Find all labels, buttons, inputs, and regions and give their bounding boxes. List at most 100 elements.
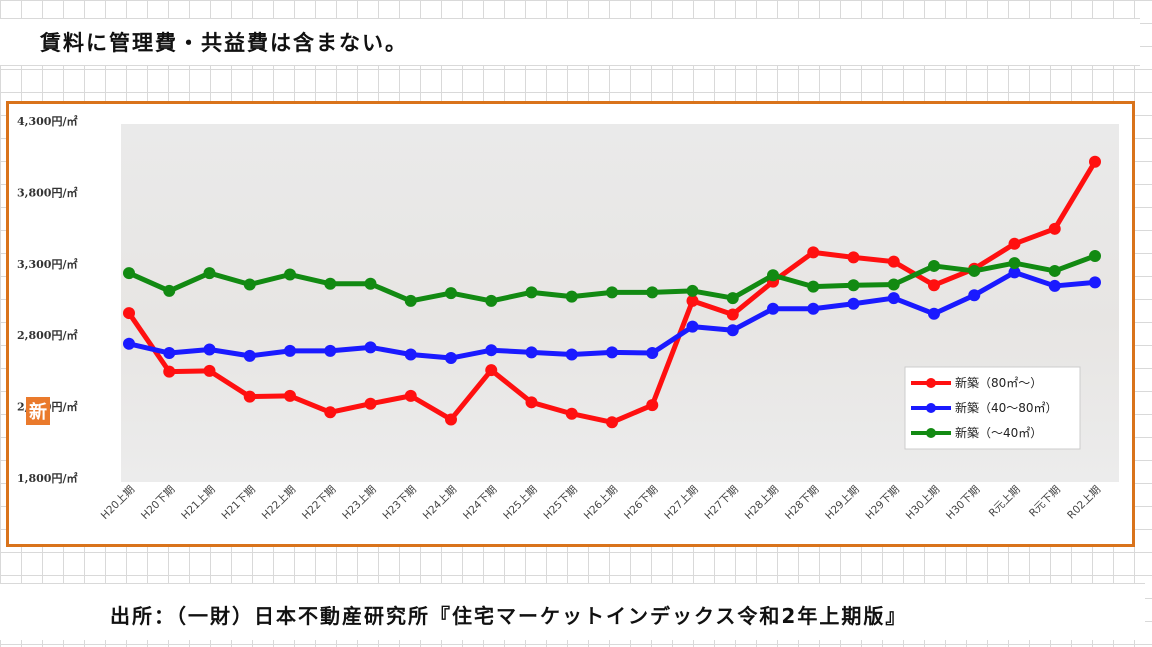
- x-tick-label: H22上期: [260, 484, 298, 522]
- data-point: [847, 297, 860, 310]
- chart-frame: 1,800円/㎡2,300円/㎡2,800円/㎡3,300円/㎡3,800円/㎡…: [6, 101, 1135, 547]
- data-point: [324, 344, 337, 357]
- data-point: [1048, 264, 1061, 277]
- y-tick-label: 2,800円/㎡: [17, 328, 77, 342]
- x-tick-label: H23上期: [340, 484, 378, 522]
- x-tick-label: H26上期: [582, 484, 620, 522]
- data-point: [203, 267, 216, 280]
- data-point: [123, 337, 135, 350]
- data-point: [1048, 279, 1061, 292]
- x-tick-label: H29下期: [863, 484, 901, 522]
- data-point: [807, 246, 820, 259]
- data-point: [404, 294, 417, 307]
- y-tick-label: 3,800円/㎡: [17, 185, 77, 199]
- data-point: [767, 302, 779, 315]
- data-point: [847, 251, 860, 264]
- data-point: [404, 348, 417, 361]
- data-point: [364, 277, 377, 290]
- legend-label: 新築（～40㎡）: [955, 425, 1042, 440]
- data-point: [163, 365, 176, 378]
- x-tick-label: H20下期: [139, 484, 177, 522]
- x-tick-label: H20上期: [99, 484, 137, 522]
- x-tick-label: R02上期: [1065, 484, 1103, 522]
- x-tick-label: H21上期: [179, 484, 217, 522]
- x-tick-label: H22下期: [300, 484, 338, 522]
- data-point: [1008, 237, 1021, 250]
- data-point: [686, 320, 699, 333]
- data-point: [1089, 155, 1101, 168]
- data-point: [726, 324, 739, 337]
- legend-label: 新築（80㎡～）: [955, 375, 1042, 390]
- source-text: 出所：（一財）日本不動産研究所『住宅マーケットインデックス令和2年上期版』: [110, 604, 908, 628]
- data-point: [887, 278, 900, 291]
- data-point: [324, 277, 337, 290]
- data-point: [606, 346, 618, 359]
- data-point: [646, 347, 659, 360]
- note-text: 賃料に管理費・共益費は含まない。: [40, 31, 408, 55]
- data-point: [203, 343, 216, 356]
- x-tick-label: H26下期: [622, 484, 660, 522]
- data-point: [243, 390, 256, 403]
- data-point: [968, 289, 981, 302]
- data-point: [606, 286, 618, 299]
- data-point: [928, 279, 940, 292]
- x-tick-label: R元下期: [1027, 484, 1063, 520]
- data-point: [123, 307, 135, 320]
- legend-marker: [926, 403, 936, 413]
- data-point: [565, 348, 578, 361]
- note-banner: 賃料に管理費・共益費は含まない。: [0, 18, 1140, 66]
- data-point: [485, 364, 498, 377]
- data-point: [606, 416, 618, 429]
- data-point: [1008, 257, 1021, 270]
- data-point: [123, 267, 135, 280]
- data-point: [364, 397, 377, 410]
- x-tick-label: H30下期: [944, 484, 982, 522]
- data-point: [445, 287, 457, 300]
- data-point: [646, 286, 659, 299]
- x-tick-label: H27上期: [662, 484, 700, 522]
- x-tick-label: H25下期: [541, 484, 579, 522]
- series-line: [126, 269, 1098, 361]
- data-point: [1008, 266, 1021, 279]
- x-tick-label: H30上期: [904, 484, 942, 522]
- data-point: [485, 294, 498, 307]
- data-point: [887, 292, 900, 305]
- data-point: [847, 279, 860, 292]
- data-point: [284, 268, 296, 281]
- x-tick-label: H28下期: [783, 484, 821, 522]
- data-point: [485, 344, 498, 357]
- data-point: [1089, 249, 1101, 262]
- y-tick-label: 4,300円/㎡: [17, 114, 77, 128]
- data-point: [243, 349, 256, 362]
- data-point: [887, 255, 900, 268]
- data-point: [968, 264, 981, 277]
- data-point: [324, 406, 337, 419]
- x-tick-label: H24下期: [461, 484, 499, 522]
- data-point: [565, 407, 578, 420]
- x-tick-label: H23下期: [380, 484, 418, 522]
- data-point: [163, 347, 176, 360]
- data-point: [686, 284, 699, 297]
- x-tick-label: H29上期: [823, 484, 861, 522]
- data-point: [404, 389, 417, 402]
- x-tick-label: H28上期: [743, 484, 781, 522]
- data-point: [726, 292, 739, 305]
- data-point: [203, 364, 216, 377]
- x-tick-label: H21下期: [219, 484, 257, 522]
- line-chart: 1,800円/㎡2,300円/㎡2,800円/㎡3,300円/㎡3,800円/㎡…: [17, 114, 1103, 522]
- data-point: [284, 344, 296, 357]
- data-point: [445, 352, 457, 365]
- data-point: [445, 413, 457, 426]
- x-tick-label: H24上期: [421, 484, 459, 522]
- x-tick-label: H25上期: [501, 484, 539, 522]
- legend-marker: [926, 428, 936, 438]
- logo-icon: 新: [26, 397, 50, 425]
- data-point: [646, 399, 659, 412]
- data-point: [1048, 222, 1061, 235]
- data-point: [525, 286, 538, 299]
- data-point: [364, 341, 377, 354]
- y-tick-label: 3,300円/㎡: [17, 257, 77, 271]
- data-point: [928, 259, 940, 272]
- source-banner: 出所：（一財）日本不動産研究所『住宅マーケットインデックス令和2年上期版』: [0, 583, 1145, 640]
- data-point: [807, 280, 820, 293]
